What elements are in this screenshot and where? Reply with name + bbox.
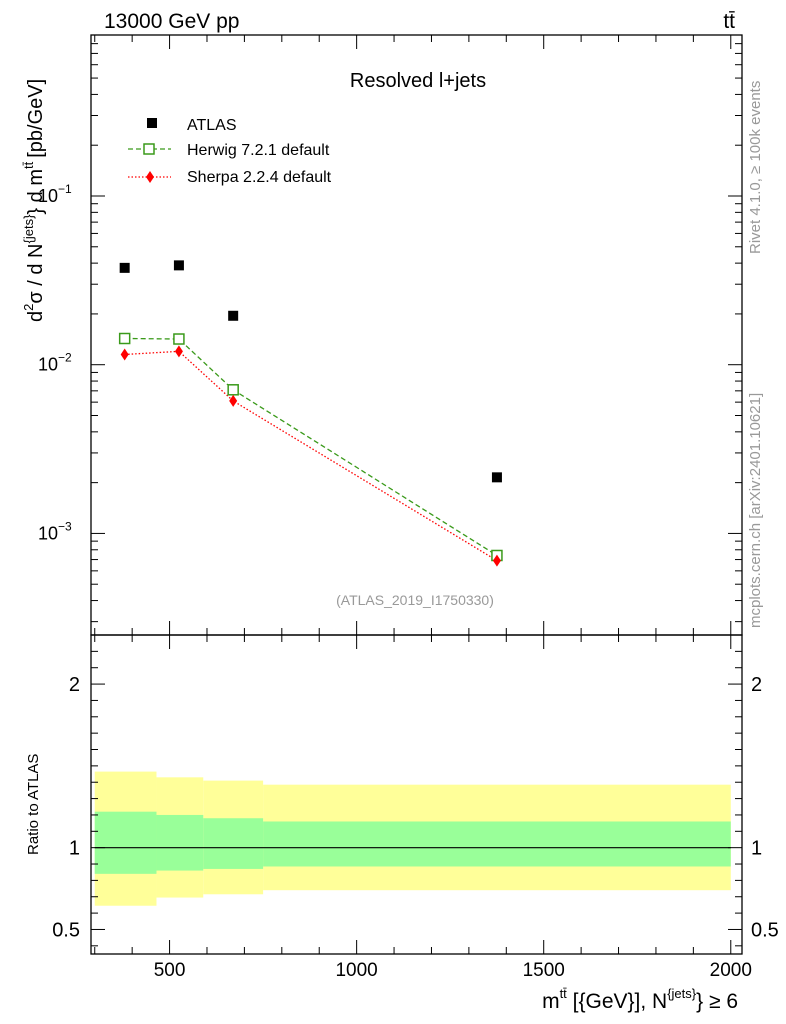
- ylabel-ttbar: tt̄: [21, 161, 36, 169]
- ratio-axis-ticks: [91, 635, 742, 954]
- herwig-point: [227, 384, 239, 396]
- ytick-exponent: −1: [58, 182, 72, 196]
- x-axis-label: mtt̄ [{GeV}], N{jets}} ≥ 6: [542, 986, 738, 1013]
- ylabel-unit: [pb/GeV]: [25, 79, 47, 158]
- ratio-band-inner: [203, 818, 264, 869]
- ratio-ytick-labels: 0.5 0.5 1 1 2 2: [52, 674, 779, 941]
- xlabel-jets: {jets}: [667, 986, 697, 1001]
- ytick-base: 10: [38, 523, 58, 543]
- main-ytick-labels: 10−110−210−3: [38, 182, 72, 543]
- xtick-label: 2000: [710, 960, 752, 981]
- rivet-version-label: Rivet 4.1.0, ≥ 100k events: [747, 81, 764, 254]
- main-series-markers: [118, 260, 503, 567]
- xlabel-m: m: [542, 990, 560, 1013]
- main-series-lines: [124, 337, 498, 562]
- header-process-label: tt̄: [723, 10, 735, 33]
- main-y-axis-label: d2σ / d N{jets}} d mtt̄ [pb/GeV]: [21, 79, 47, 322]
- ratio-ytick-label-left: 0.5: [52, 919, 80, 941]
- ratio-band-inner: [156, 814, 204, 871]
- ytick-exponent: −3: [58, 519, 72, 533]
- main-ytick-label: 10−1: [38, 182, 72, 206]
- herwig-point: [118, 332, 131, 345]
- xlabel-ttbar: tt̄: [560, 986, 568, 1001]
- ratio-panel: 0.5 0.5 1 1 2 2 500 1000 1500 2000 Ratio to ATLA…: [25, 634, 779, 1013]
- main-ytick-label: 10−3: [38, 519, 72, 543]
- xlabel-rest2: } ≥ 6: [696, 990, 738, 1013]
- ratio-ytick-label-right: 0.5: [751, 919, 779, 941]
- sherpa-point: [174, 345, 183, 358]
- main-ytick-label: 10−2: [38, 351, 72, 375]
- atlas-point: [173, 260, 184, 271]
- ylabel-jets: {jets}: [21, 214, 36, 244]
- ratio-ytick-label-right: 2: [751, 674, 762, 696]
- sherpa-point: [492, 554, 501, 567]
- mcplots-label: mcplots.cern.ch [arXiv:2401.10621]: [747, 393, 764, 628]
- main-axis-ticks: [91, 34, 742, 635]
- ratio-band-inner: [263, 821, 731, 867]
- ratio-xtick-labels: 500 1000 1500 2000: [154, 960, 752, 981]
- sherpa-point: [120, 348, 129, 361]
- ratio-band-inner: [94, 811, 157, 874]
- ylabel-d: d: [25, 311, 47, 322]
- sherpa-line: [124, 350, 498, 562]
- ratio-ytick-label-left: 2: [69, 674, 80, 696]
- ratio-panel-frame: [90, 634, 743, 955]
- atlas-point: [119, 262, 130, 273]
- legend-label-herwig: Herwig 7.2.1 default: [187, 142, 330, 159]
- legend-label-atlas: ATLAS: [187, 117, 237, 134]
- analysis-id-label: (ATLAS_2019_I1750330): [336, 592, 494, 608]
- ratio-ytick-label-right: 1: [751, 838, 762, 860]
- main-panel: Resolved l+jets (ATLAS_2019_I1750330) 10…: [21, 34, 743, 636]
- ylabel-two: 2: [21, 304, 36, 311]
- header-energy-label: 13000 GeV pp: [104, 10, 239, 33]
- legend-label-sherpa: Sherpa 2.2.4 default: [187, 169, 332, 186]
- main-panel-title: Resolved l+jets: [350, 70, 486, 92]
- xtick-label: 1000: [335, 960, 377, 981]
- xtick-label: 500: [154, 960, 186, 981]
- ytick-base: 10: [38, 355, 58, 375]
- sherpa-point: [229, 394, 238, 407]
- atlas-point: [228, 310, 239, 321]
- xlabel-rest1: [{GeV}], N: [567, 990, 667, 1013]
- legend-marker-herwig: [143, 143, 155, 155]
- legend-marker-sherpa: [146, 171, 154, 183]
- xtick-label: 1500: [523, 960, 565, 981]
- legend-marker-atlas: [147, 118, 157, 128]
- ratio-uncertainty-bands: [94, 771, 731, 906]
- ytick-base: 10: [38, 186, 58, 206]
- atlas-point: [491, 472, 502, 483]
- herwig-point: [173, 333, 185, 345]
- herwig-line: [124, 337, 498, 557]
- ylabel-brace: } d m: [25, 169, 47, 215]
- ratio-y-axis-label: Ratio to ATLAS: [25, 754, 42, 855]
- ratio-ytick-label-left: 1: [69, 838, 80, 860]
- legend: ATLAS Herwig 7.2.1 default Sherpa 2.2.4 …: [128, 117, 332, 186]
- ylabel-sigma: σ / d N: [25, 244, 47, 304]
- ytick-exponent: −2: [58, 351, 72, 365]
